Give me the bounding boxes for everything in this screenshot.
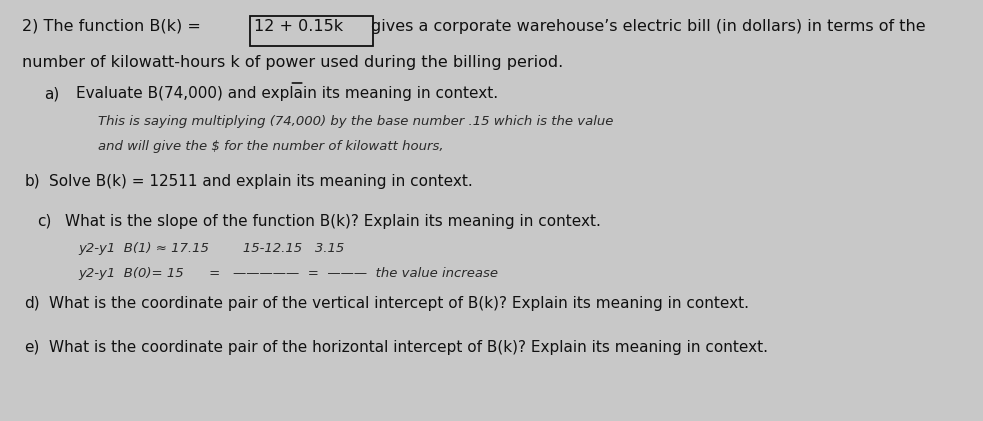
Text: 12 + 0.15k: 12 + 0.15k: [255, 19, 343, 34]
Text: number of kilowatt-hours k of power used during the billing period.: number of kilowatt-hours k of power used…: [22, 55, 563, 70]
Text: gives a corporate warehouse’s electric bill (in dollars) in terms of the: gives a corporate warehouse’s electric b…: [372, 19, 926, 34]
Text: What is the coordinate pair of the horizontal intercept of B(k)? Explain its mea: What is the coordinate pair of the horiz…: [49, 340, 768, 355]
Text: What is the slope of the function B(k)? Explain its meaning in context.: What is the slope of the function B(k)? …: [65, 214, 601, 229]
Text: a): a): [44, 86, 60, 101]
Text: b): b): [25, 174, 40, 189]
Text: e): e): [25, 340, 40, 355]
Text: Evaluate B(74,000) and explain its meaning in context.: Evaluate B(74,000) and explain its meani…: [76, 86, 497, 101]
Text: y2-y1  B(0)= 15      =   —————  =  ———  the value increase: y2-y1 B(0)= 15 = ————— = ——— the value i…: [79, 267, 498, 280]
Text: and will give the $ for the number of kilowatt hours,: and will give the $ for the number of ki…: [98, 140, 444, 153]
Text: c): c): [37, 214, 52, 229]
Text: Solve B(k) = 12511 and explain its meaning in context.: Solve B(k) = 12511 and explain its meani…: [49, 174, 473, 189]
Text: 2) The function B(k) =: 2) The function B(k) =: [22, 19, 201, 34]
Text: This is saying multiplying (74,000) by the base number .15 which is the value: This is saying multiplying (74,000) by t…: [98, 115, 613, 128]
Text: y2-y1  B(1) ≈ 17.15        15-12.15   3.15: y2-y1 B(1) ≈ 17.15 15-12.15 3.15: [79, 242, 345, 256]
Text: What is the coordinate pair of the vertical intercept of B(k)? Explain its meani: What is the coordinate pair of the verti…: [49, 296, 749, 311]
Text: d): d): [25, 296, 40, 311]
